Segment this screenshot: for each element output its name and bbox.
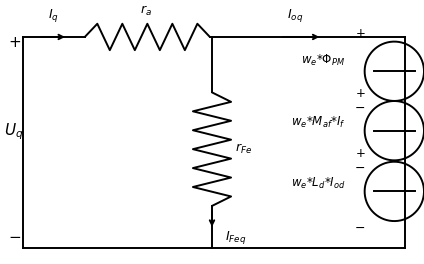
Text: $r_a$: $r_a$ [140,4,152,18]
Text: $w_e$*$L_d$*$I_{od}$: $w_e$*$L_d$*$I_{od}$ [291,176,346,191]
Text: $r_{Fe}$: $r_{Fe}$ [235,142,253,156]
Text: $U_q$: $U_q$ [4,122,24,142]
Text: −: − [8,230,21,245]
Text: $w_e$*$M_{af}$*$I_f$: $w_e$*$M_{af}$*$I_f$ [291,115,346,130]
Text: −: − [355,162,365,175]
Text: $w_e$*$\Phi_{PM}$: $w_e$*$\Phi_{PM}$ [301,53,346,68]
Text: +: + [355,147,365,161]
Text: +: + [355,27,365,40]
Text: +: + [8,35,21,50]
Text: $I_{oq}$: $I_{oq}$ [287,7,303,24]
Text: −: − [355,102,365,115]
Text: +: + [355,87,365,100]
Text: $I_q$: $I_q$ [47,7,59,24]
Text: −: − [355,222,365,235]
Text: $I_{Feq}$: $I_{Feq}$ [225,229,246,246]
